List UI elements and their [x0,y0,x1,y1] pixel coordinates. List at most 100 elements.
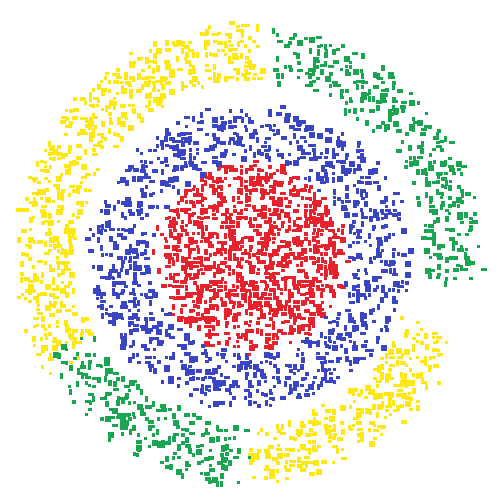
noise-dot [124,72,128,76]
noise-dot [400,316,404,320]
noise-dot [200,289,204,293]
noise-dot [297,128,301,131]
noise-dot [180,280,184,284]
noise-dot [37,312,43,315]
noise-dot [233,116,237,120]
noise-dot [244,65,250,68]
noise-dot [201,225,204,231]
noise-dot [397,389,403,392]
noise-dot [169,273,172,276]
noise-dot [177,237,181,243]
noise-dot [317,228,320,232]
noise-dot [321,364,324,370]
noise-dot [205,385,211,388]
noise-dot [245,61,248,64]
noise-dot [228,165,234,169]
noise-dot [217,461,223,465]
noise-dot [416,400,420,403]
noise-dot [145,405,151,409]
noise-dot [208,376,212,379]
noise-dot [64,285,70,288]
noise-dot [213,252,217,256]
noise-dot [248,385,254,388]
noise-dot [184,164,188,168]
noise-dot [233,132,237,135]
noise-dot [72,189,78,193]
noise-dot [333,200,336,206]
noise-dot [184,57,187,60]
noise-dot [420,328,423,331]
noise-dot [444,160,447,166]
noise-dot [233,325,236,329]
noise-dot [225,444,229,450]
noise-dot [288,181,291,185]
noise-dot [168,253,172,257]
noise-dot [328,321,332,324]
noise-dot [221,269,225,273]
noise-dot [352,325,358,331]
noise-dot [289,448,295,452]
noise-dot [148,420,154,424]
noise-dot [381,285,385,291]
noise-dot [297,288,300,294]
noise-dot [409,100,415,106]
noise-dot [325,284,329,288]
noise-dot [405,281,409,285]
noise-dot [257,297,260,300]
noise-dot [377,304,380,310]
noise-dot [205,225,208,231]
noise-dot [224,285,227,291]
noise-dot [357,393,361,397]
noise-dot [240,109,243,113]
noise-dot [48,180,51,183]
noise-dot [240,165,243,168]
noise-dot [388,212,392,215]
noise-dot [257,213,261,217]
noise-dot [225,33,228,36]
noise-dot [132,425,136,431]
noise-dot [328,336,331,342]
noise-dot [313,224,317,227]
noise-dot [120,397,124,400]
noise-dot [252,132,258,135]
noise-dot [357,180,361,184]
noise-dot [229,300,233,304]
noise-dot [352,288,356,291]
noise-dot [249,360,252,364]
noise-dot [193,185,196,188]
noise-dot [85,376,91,379]
noise-dot [260,309,263,313]
noise-dot [381,212,384,215]
noise-dot [137,204,141,208]
noise-dot [233,345,236,348]
noise-dot [132,340,135,346]
noise-dot [357,232,360,236]
noise-dot [348,388,354,394]
noise-dot [169,356,172,360]
noise-dot [57,212,63,215]
noise-dot [360,208,363,212]
noise-dot [325,369,328,372]
noise-dot [60,288,66,294]
noise-dot [345,185,349,191]
noise-dot [140,389,143,395]
noise-dot [193,281,197,285]
noise-dot [304,272,308,278]
noise-dot [37,304,40,307]
noise-dot [89,96,92,102]
noise-dot [324,424,328,430]
noise-dot [225,165,229,168]
noise-dot [245,281,248,285]
noise-dot [249,292,252,298]
noise-dot [281,136,287,140]
noise-dot [252,40,256,43]
noise-dot [168,224,174,228]
noise-dot [440,172,443,175]
noise-dot [309,132,315,138]
noise-dot [133,452,136,456]
noise-dot [380,328,383,332]
noise-dot [376,237,382,240]
noise-dot [209,145,215,151]
noise-dot [105,372,108,376]
noise-dot [149,317,155,321]
